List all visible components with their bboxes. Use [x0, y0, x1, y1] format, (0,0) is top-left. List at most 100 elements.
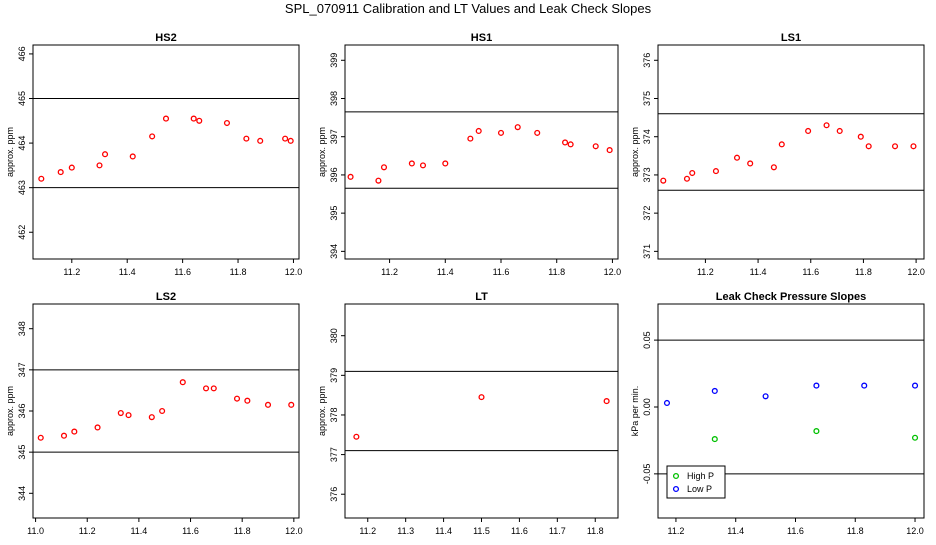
hs2-x-tick-label: 11.2 — [63, 267, 80, 277]
ls1-series-point — [857, 133, 864, 140]
hs1-series-point — [408, 160, 415, 167]
hs1-y-tick-label: 395 — [329, 206, 339, 221]
ls2-series-point — [244, 397, 251, 404]
ls1-plot-frame — [657, 44, 925, 260]
hs2-x-tick-label: 11.6 — [174, 267, 191, 277]
leak-check-pressure-slopes-low-p-point — [911, 382, 919, 389]
leak-check-pressure-slopes-legend-label-high-p: High P — [687, 471, 714, 481]
lt-y-tick-label: 376 — [329, 487, 339, 502]
lt-series-point — [603, 398, 610, 405]
lt-x-tick-label: 11.3 — [397, 526, 414, 536]
ls2-series-point — [159, 407, 166, 415]
hs1-series-point — [592, 143, 599, 150]
ls1-x-tick-label: 11.4 — [750, 267, 767, 277]
hs1-y-axis-label: approx. ppm — [317, 127, 327, 177]
lt-x-tick-label: 11.5 — [473, 526, 490, 536]
ls2-series-point — [179, 379, 186, 386]
hs2-series-point — [68, 164, 75, 171]
hs1-x-tick-label: 11.2 — [381, 267, 398, 277]
panel-ls1: LS1 approx. ppm 11.2 11.4 11.6 11.8 12.0 371 372… — [630, 32, 925, 277]
ls1-series-point — [891, 143, 899, 150]
lt-x-tick-label: 11.8 — [587, 526, 604, 536]
leak-check-pressure-slopes-legend-marker-high-p — [672, 472, 680, 480]
ls2-x-tick-label: 11.2 — [79, 526, 96, 536]
ls1-series-point — [770, 164, 777, 171]
leak-check-pressure-slopes-low-p-point — [711, 387, 718, 394]
hs1-x-tick-label: 11.4 — [437, 267, 454, 277]
ls1-series-point — [805, 127, 812, 135]
ls1-x-tick-label: 11.6 — [802, 267, 819, 277]
leak-check-pressure-slopes-low-p-point — [813, 382, 820, 389]
ls1-series-point — [778, 141, 785, 148]
ls1-y-axis-label: approx. ppm — [630, 127, 640, 177]
leak-check-pressure-slopes-x-tick-label: 12.0 — [906, 526, 924, 536]
ls2-series-point — [125, 412, 132, 419]
leak-check-pressure-slopes-x-tick-label: 11.4 — [727, 526, 744, 536]
hs2-y-tick-label: 462 — [17, 225, 27, 240]
ls2-plot-frame — [32, 303, 300, 519]
leak-check-pressure-slopes-x-tick-label: 11.8 — [847, 526, 864, 536]
ls1-series-point — [747, 160, 754, 167]
lt-y-tick-label: 378 — [329, 407, 339, 422]
hs1-series-point — [347, 173, 354, 180]
lt-y-tick-label: 380 — [329, 328, 339, 343]
hs1-series-point — [442, 160, 449, 167]
ls2-y-tick-label: 348 — [17, 321, 27, 336]
page-title: SPL_070911 Calibration and LT Values and… — [284, 1, 652, 16]
lt-x-tick-label: 11.7 — [549, 526, 566, 536]
hs2-y-axis-label: approx. ppm — [5, 127, 15, 177]
lt-x-tick-label: 11.6 — [511, 526, 528, 536]
hs1-y-tick-label: 398 — [329, 91, 339, 106]
hs2-panel-title: HS2 — [155, 32, 176, 44]
ls1-y-tick-label: 376 — [642, 53, 652, 68]
leak-check-pressure-slopes-high-p-point — [911, 434, 919, 441]
ls1-series-point — [733, 154, 741, 161]
ls2-series-point — [202, 385, 210, 392]
ls2-y-tick-label: 346 — [17, 403, 27, 418]
hs2-y-tick-label: 465 — [17, 91, 27, 106]
hs2-x-tick-label: 12.0 — [285, 267, 303, 277]
hs2-series-point — [223, 119, 231, 127]
ls1-series-point — [823, 122, 830, 129]
ls1-y-tick-label: 372 — [642, 206, 652, 221]
leak-check-pressure-slopes-low-p-point — [762, 393, 769, 400]
ls2-y-tick-label: 345 — [17, 445, 27, 460]
lt-y-tick-label: 377 — [329, 447, 339, 462]
ls2-series-point — [71, 428, 78, 435]
hs1-x-tick-label: 11.8 — [548, 267, 565, 277]
leak-check-pressure-slopes-y-axis-label: kPa per min. — [630, 386, 640, 437]
lt-x-tick-label: 11.2 — [359, 526, 376, 536]
ls1-y-tick-label: 371 — [642, 244, 652, 259]
ls2-series-point — [210, 385, 217, 392]
panel-hs2: HS2 approx. ppm 11.2 11.4 11.6 11.8 12.0 462 463… — [5, 32, 302, 277]
ls1-x-tick-label: 12.0 — [907, 267, 925, 277]
ls2-x-tick-label: 11.8 — [234, 526, 251, 536]
leak-check-pressure-slopes-high-p-point — [711, 436, 718, 443]
ls1-panel-title: LS1 — [781, 32, 801, 44]
panel-leak-check-pressure-slopes: Leak Check Pressure Slopes kPa per min. 11… — [630, 291, 925, 536]
leak-check-pressure-slopes-high-p-point — [813, 428, 820, 435]
hs2-series-point — [149, 133, 156, 140]
ls1-x-tick-label: 11.2 — [697, 267, 714, 277]
hs2-series-point — [196, 117, 203, 124]
lt-panel-title: LT — [475, 291, 488, 303]
lt-plot-frame — [344, 303, 619, 519]
hs2-series-point — [96, 162, 103, 169]
hs1-y-tick-label: 397 — [329, 129, 339, 144]
ls2-y-tick-label: 347 — [17, 362, 27, 377]
hs2-series-point — [101, 151, 109, 158]
ls1-series-point — [910, 143, 917, 150]
panel-lt: LT approx. ppm 11.2 11.3 11.4 11.5 11.6 11.7 11.… — [317, 291, 619, 536]
ls2-x-tick-label: 11.6 — [182, 526, 199, 536]
ls2-series-point — [94, 424, 101, 431]
hs1-series-point — [419, 162, 427, 169]
ls1-series-point — [712, 168, 719, 175]
ls1-series-point — [865, 143, 872, 150]
ls2-x-tick-label: 11.0 — [27, 526, 44, 536]
hs1-x-tick-label: 11.6 — [493, 267, 510, 277]
leak-check-pressure-slopes-x-tick-label: 11.2 — [668, 526, 685, 536]
hs1-series-point — [467, 135, 474, 142]
leak-check-pressure-slopes-y-tick-label: 0.05 — [642, 331, 652, 349]
lt-y-axis-label: approx. ppm — [317, 386, 327, 436]
hs1-series-point — [534, 129, 541, 136]
